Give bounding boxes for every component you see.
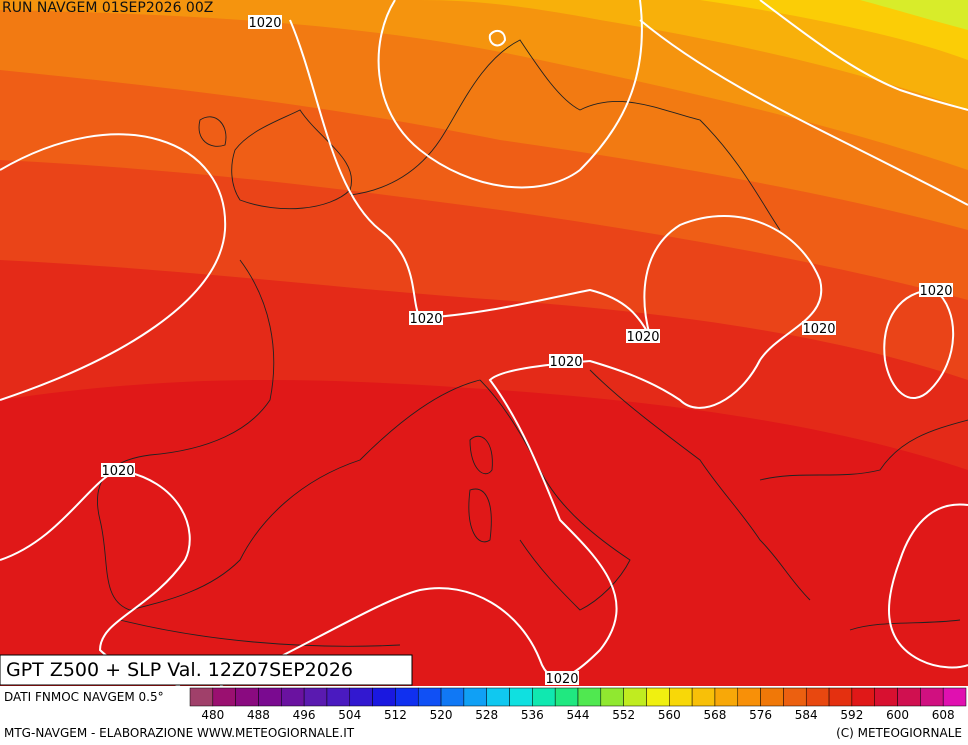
colorbar-cell	[691, 687, 716, 707]
isobar-label: 1020	[248, 16, 281, 31]
run-header: RUN NAVGEM 01SEP2026 00Z	[2, 0, 213, 16]
isobar-label-bg	[248, 15, 282, 29]
colorbar-cell	[212, 687, 236, 707]
colorbar-tick-label: 496	[293, 708, 316, 722]
colorbar-tick-label: 576	[749, 708, 772, 722]
colorbar-cell	[669, 687, 693, 707]
field-band	[700, 0, 968, 60]
isobar-label-bg	[802, 321, 836, 335]
isobar-label-bg	[545, 671, 579, 685]
colorbar-cell	[235, 687, 259, 707]
colorbar-tick-label: 608	[932, 708, 955, 722]
colorbar-cell	[463, 687, 487, 707]
colorbar-cell	[577, 687, 602, 707]
title-box	[0, 654, 413, 686]
colorbar-cell	[897, 687, 921, 707]
colorbar-cell	[805, 687, 830, 707]
colorbar-tick-label: 592	[840, 708, 863, 722]
colorbar-cell	[486, 687, 510, 707]
isobar-label: 1020	[919, 284, 952, 299]
colorbar-cell	[623, 687, 647, 707]
colorbar-cell	[920, 687, 944, 707]
footer-right: (C) METEOGIORNALE	[836, 726, 962, 740]
colorbar-tick-label: 480	[201, 708, 224, 722]
colorbar-tick-label: 512	[384, 708, 407, 722]
colorbar-cell	[760, 687, 784, 707]
colorbar-cell	[326, 687, 351, 707]
isobar-labels: 1020 1020 1020 1020 1020 1020 1020 1020	[101, 15, 953, 687]
field-band	[420, 0, 968, 110]
isobar-label-bg	[549, 354, 583, 368]
colorbar-cell	[349, 687, 373, 707]
colorbar-cell	[440, 687, 465, 707]
colorbar-tick-label: 520	[430, 708, 453, 722]
isobar-label-bg	[409, 311, 443, 325]
colorbar-cell	[874, 687, 898, 707]
colorbar-cell	[783, 687, 807, 707]
map-title: GPT Z500 + SLP Val. 12Z07SEP2026	[6, 659, 353, 681]
colorbar-cell	[942, 687, 967, 707]
isobar-label: 1020	[549, 355, 582, 370]
colorbar-tick-label: 504	[338, 708, 361, 722]
colorbar-cell	[303, 687, 328, 707]
isobar-label-bg	[919, 283, 953, 297]
colorbar-tick-label: 600	[886, 708, 909, 722]
colorbar-tick-label: 488	[247, 708, 270, 722]
colorbar-cell	[395, 687, 419, 707]
colorbar-tick-label: 544	[567, 708, 590, 722]
field-band	[860, 0, 968, 30]
colorbar-cell	[417, 687, 442, 707]
colorbar-tick-label: 560	[658, 708, 681, 722]
colorbar-cell	[600, 687, 624, 707]
colorbar: 480 488 496 504 512 520 528 536 544 552 560 568 576 5…	[189, 687, 967, 722]
colorbar-cell	[281, 687, 305, 707]
colorbar-cell	[714, 687, 739, 707]
isobar-label: 1020	[101, 464, 134, 479]
colorbar-cell	[737, 687, 761, 707]
colorbar-cell	[851, 687, 875, 707]
colorbar-tick-label: 536	[521, 708, 544, 722]
isobar-label: 1020	[626, 330, 659, 345]
colorbar-cell	[189, 687, 214, 707]
colorbar-cell	[509, 687, 533, 707]
colorbar-tick-label: 568	[703, 708, 726, 722]
colorbar-cell	[532, 687, 556, 707]
colorbar-cell	[646, 687, 670, 707]
isobar-label-bg	[626, 329, 660, 343]
isobar-label-bg	[101, 463, 135, 477]
isobar-label: 1020	[545, 672, 578, 687]
colorbar-tick-label: 552	[612, 708, 635, 722]
isobar-label: 1020	[802, 322, 835, 337]
colorbar-cell	[554, 687, 579, 707]
colorbar-tick-label: 584	[795, 708, 818, 722]
isobar-label: 1020	[409, 312, 442, 327]
data-source: DATI FNMOC NAVGEM 0.5°	[4, 690, 164, 704]
colorbar-cell	[258, 687, 282, 707]
colorbar-cell	[372, 687, 396, 707]
colorbar-tick-label: 528	[475, 708, 498, 722]
footer-left: MTG-NAVGEM - ELABORAZIONE WWW.METEOGIORN…	[4, 726, 355, 740]
colorbar-cell	[828, 687, 853, 707]
